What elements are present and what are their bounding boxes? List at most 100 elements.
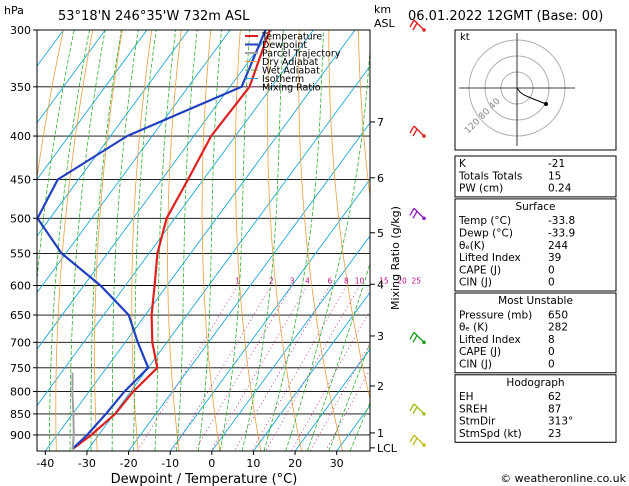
mixing-ratio-line [234, 285, 331, 451]
hodograph-table-value: 313° [548, 416, 573, 428]
wet-adiabat [219, 30, 251, 451]
legend-entry: Dewpoint [262, 40, 307, 51]
hodograph-table-value: 23 [548, 428, 561, 440]
mixing-ratio-label: 1 [235, 277, 240, 286]
most-unstable-value: 0 [548, 359, 555, 371]
indices-value: -21 [548, 158, 565, 170]
legend-entry: Dry Adiabat [262, 57, 319, 68]
wet-adiabat [306, 262, 370, 451]
height-tick-label: 3 [377, 330, 384, 343]
series-temperature [71, 30, 271, 450]
most-unstable-label: CIN (J) [459, 359, 492, 371]
legend-entry: Isotherm [262, 74, 304, 85]
most-unstable-title: Most Unstable [498, 295, 573, 307]
dry-adiabat [235, 30, 262, 451]
isotherm [37, 30, 189, 237]
isotherm [169, 178, 370, 451]
pressure-tick-label: 350 [10, 81, 31, 94]
wet-adiabat [176, 30, 198, 451]
indices-panel: K -21 Totals Totals 15 PW (cm) 0.24 Surface Tem… [454, 155, 617, 443]
pressure-tick-label: 500 [10, 212, 31, 225]
isotherm [37, 30, 106, 124]
legend-entry: Parcel Trajectory [262, 49, 341, 60]
datetime-title: 06.01.2022 12GMT (Base: 00) [408, 9, 603, 24]
temp-tick-label: 20 [288, 457, 302, 470]
wet-adiabat [90, 30, 122, 451]
temp-tick-label: -30 [78, 457, 96, 470]
wet-adiabat [37, 30, 75, 285]
series-dewpoint [37, 30, 267, 450]
surface-label: CAPE (J) [459, 264, 501, 276]
pressure-tick-label: 800 [10, 386, 31, 399]
hodograph-table-label: EH [459, 391, 474, 403]
surface-frame [454, 198, 617, 292]
wet-adiabat [197, 30, 222, 451]
indices-label: PW (cm) [459, 183, 503, 195]
pressure-tick-label: 850 [10, 408, 31, 421]
indices-label: Totals Totals [458, 170, 522, 182]
height-tick-label: 4 [377, 278, 384, 291]
most-unstable-label: CAPE (J) [459, 346, 501, 358]
wet-adiabat [241, 30, 284, 451]
storm-motion-marker [544, 102, 548, 106]
wet-adiabat [133, 30, 157, 451]
isotherm [37, 30, 273, 350]
mixing-ratio-labels: 1 2 3 4 6 8 10 15 20 25 [235, 277, 421, 286]
pressure-tick-label: 900 [10, 429, 31, 442]
height-tick-label: 1 [377, 427, 384, 440]
mixing-ratio-label: 3 [290, 277, 295, 286]
pressure-tick-label: 550 [10, 247, 31, 260]
wind-barb [409, 125, 426, 138]
wet-adiabat [263, 30, 324, 451]
height-axis: 7 6 5 4 3 2 1 LCL [370, 116, 398, 455]
most-unstable-label: Pressure (mb) [459, 309, 532, 321]
dry-adiabat [201, 30, 221, 451]
most-unstable-value: 650 [548, 309, 568, 321]
asl-label: ASL [374, 17, 396, 30]
hodograph-table-value: 87 [548, 403, 561, 415]
pressure-tick-label: 300 [10, 24, 31, 37]
mixing-ratio-axis-title: Mixing Ratio (g/kg) [389, 206, 402, 310]
wet-adiabat [69, 30, 106, 451]
legend-entry: Wet Adiabat [262, 66, 320, 77]
most-unstable-label: θₑ (K) [459, 322, 488, 334]
indices-frame [454, 155, 617, 198]
mixing-ratio-line [265, 285, 360, 451]
temp-tick-label: -20 [120, 457, 138, 470]
isotherm [44, 30, 356, 451]
indices-value: 15 [548, 170, 561, 182]
isotherm [294, 348, 370, 451]
mixing-ratio-label: 6 [328, 277, 333, 286]
pressure-axis: 300 350 400 450 500 550 600 650 700 750 800 850 900 [10, 24, 37, 442]
profile-lines [37, 30, 271, 450]
dry-adiabat [55, 30, 94, 451]
pressure-tick-label: 450 [10, 174, 31, 187]
dry-adiabat [37, 30, 64, 181]
surface-value: -33.8 [548, 215, 575, 227]
legend-entry: Temperature [261, 32, 322, 43]
hodograph-unit: kt [460, 32, 470, 43]
most-unstable-value: 282 [548, 322, 568, 334]
dry-adiabat [328, 30, 370, 401]
dry-adiabat [358, 30, 370, 200]
most-unstable-frame [454, 292, 617, 374]
pressure-tick-label: 650 [10, 309, 31, 322]
isotherm [37, 30, 231, 294]
surface-label: CIN (J) [459, 277, 492, 289]
most-unstable-label: Lifted Index [459, 334, 521, 346]
surface-value: 0 [548, 264, 555, 276]
temp-tick-label: 10 [246, 457, 260, 470]
mixing-ratio-label: 4 [305, 277, 310, 286]
isotherm [128, 122, 370, 451]
isotherm [37, 30, 314, 407]
isotherm [211, 235, 370, 451]
hodograph-table-label: StmDir [459, 416, 496, 428]
mixing-ratio-label: 8 [344, 277, 349, 286]
dry-adiabat [267, 30, 303, 451]
temp-tick-label: 0 [208, 457, 215, 470]
surface-value: 0 [548, 277, 555, 289]
hodograph-table-label: SREH [459, 403, 488, 415]
surface-value: -33.9 [548, 228, 575, 240]
